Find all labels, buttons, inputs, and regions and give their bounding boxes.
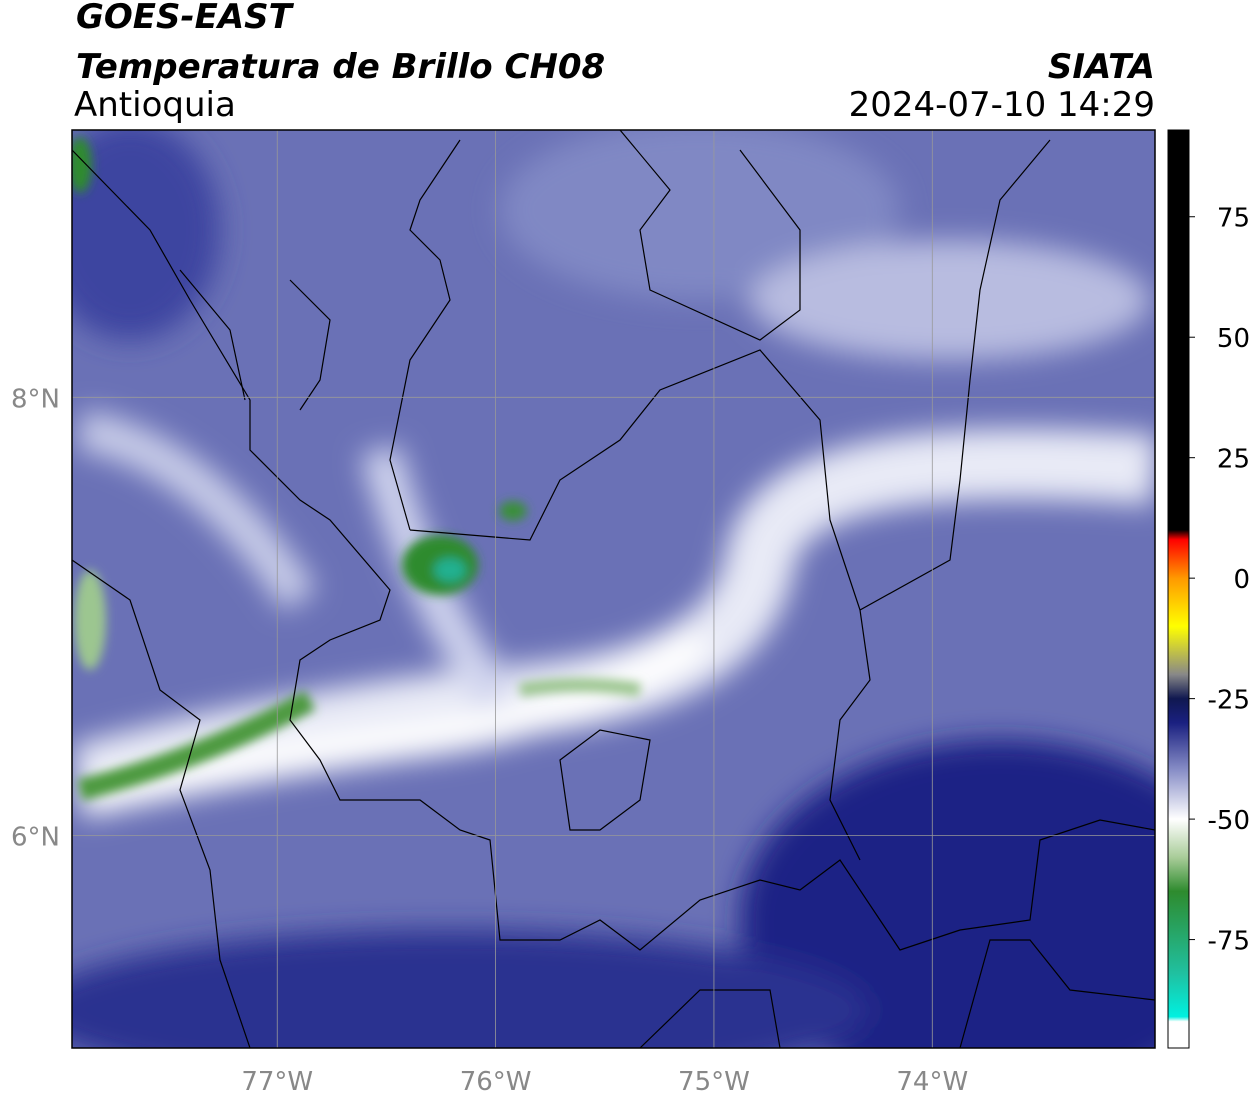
colorbar-tick-label: -25 <box>1208 686 1250 716</box>
grid <box>72 130 1155 1048</box>
x-tick-label: 75°W <box>678 1067 750 1097</box>
map-frame <box>71 129 1156 1049</box>
y-tick-label: 6°N <box>11 822 60 852</box>
x-tick-label: 77°W <box>241 1067 313 1097</box>
colorbar-tick-label: 50 <box>1217 324 1250 354</box>
subtitle: Temperatura de Brillo CH08 <box>76 47 605 87</box>
x-tick-label: 76°W <box>460 1067 532 1097</box>
y-tick-label: 8°N <box>11 384 60 414</box>
title: GOES-EAST <box>76 0 295 37</box>
colorbar-tick-label: 75 <box>1217 204 1250 234</box>
colorbar-tick-label: 25 <box>1217 445 1250 475</box>
colorbar-tick-label: -75 <box>1208 927 1250 957</box>
colorbar-body <box>1167 129 1190 1049</box>
region: Antioquia <box>74 85 236 125</box>
colorbar: 75 50 25 0 -25 -50 -75 <box>1167 129 1250 1049</box>
datetime: 2024-07-10 14:29 <box>849 85 1155 125</box>
source: SIATA <box>1048 47 1155 87</box>
colorbar-tick-label: -50 <box>1208 806 1250 836</box>
map-field <box>72 130 1155 1048</box>
x-tick-label: 74°W <box>896 1067 968 1097</box>
colorbar-tick-label: 0 <box>1233 565 1250 595</box>
